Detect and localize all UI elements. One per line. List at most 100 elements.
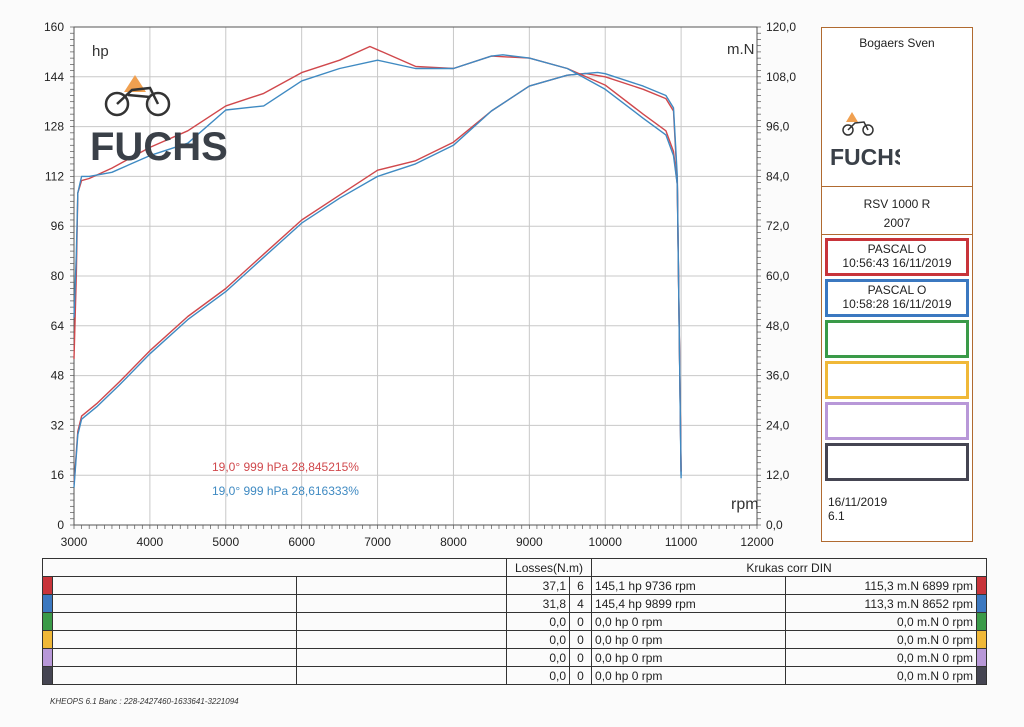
table-row: 0,0 0 0,0 hp 0 rpm 0,0 m.N 0 rpm <box>42 630 988 649</box>
x-tick-label: 3000 <box>61 535 88 549</box>
run-entry: PASCAL O 10:56:43 16/11/2019 <box>825 238 969 276</box>
power-peak: 0,0 hp 0 rpm <box>591 612 787 631</box>
logo-triangle <box>124 75 146 92</box>
row-color-swatch <box>42 612 53 631</box>
row-color-swatch <box>42 594 53 613</box>
run-time: 10:56:43 16/11/2019 <box>842 256 952 270</box>
y-left-tick-label: 64 <box>51 319 65 333</box>
loss-count: 6 <box>569 576 593 595</box>
x-tick-label: 11000 <box>665 535 698 549</box>
y-left-tick-label: 16 <box>51 468 65 482</box>
power-peak: 145,1 hp 9736 rpm <box>591 576 787 595</box>
row-blank-2 <box>295 576 508 595</box>
run-name: PASCAL O <box>867 283 927 297</box>
results-table: Losses(N.m) Krukas corr DIN 37,1 6 145,1 h… <box>41 558 988 685</box>
row-blank-2 <box>295 594 508 613</box>
y-right-tick-label: 36,0 <box>766 369 790 383</box>
losses-header: Losses(N.m) <box>506 558 593 577</box>
torque-peak: 113,3 m.N 8652 rpm <box>785 594 978 613</box>
loss-value: 37,1 <box>506 576 571 595</box>
bike-model: RSV 1000 R <box>863 197 931 211</box>
y-right-tick-label: 48,0 <box>766 319 790 333</box>
row-color-swatch <box>976 612 988 631</box>
y-left-tick-label: 0 <box>57 518 64 532</box>
y-right-tick-label: 0,0 <box>766 518 783 532</box>
power-peak: 0,0 hp 0 rpm <box>591 666 787 685</box>
row-blank-1 <box>52 612 297 631</box>
x-tick-label: 10000 <box>589 535 623 549</box>
axis-ticks: 3000 4000 5000 6000 7000 8000 9000 10000 11000 12… <box>44 20 796 549</box>
din-header: Krukas corr DIN <box>591 558 988 577</box>
power-curve-run-2 <box>73 71 682 488</box>
footer-text: KHEOPS 6.1 Banc : 228-2427460-1633641-32… <box>50 697 239 706</box>
torque-curve-run-1 <box>73 45 682 472</box>
owner-section: Bogaers Sven FUCHS <box>822 28 972 187</box>
y-left-tick-label: 48 <box>51 369 65 383</box>
y-left-tick-label: 96 <box>51 219 65 233</box>
date-section: 16/11/2019 6.1 <box>822 481 972 541</box>
torque-peak: 115,3 m.N 6899 rpm <box>785 576 978 595</box>
table-body: 37,1 6 145,1 hp 9736 rpm 115,3 m.N 6899 rpm… <box>42 576 988 685</box>
row-color-swatch <box>42 630 53 649</box>
y-right-tick-label: 12,0 <box>766 468 790 482</box>
loss-count: 4 <box>569 594 593 613</box>
logo-small-text: FUCHS <box>830 144 900 170</box>
run-entry <box>825 320 969 358</box>
logo-text: FUCHS <box>90 125 228 169</box>
table-row: 31,8 4 145,4 hp 9899 rpm 113,3 m.N 8652 rpm <box>42 594 988 613</box>
table-row: 0,0 0 0,0 hp 0 rpm 0,0 m.N 0 rpm <box>42 648 988 667</box>
y-left-tick-label: 32 <box>51 418 65 432</box>
x-tick-label: 4000 <box>137 535 164 549</box>
loss-count: 0 <box>569 666 593 685</box>
torque-peak: 0,0 m.N 0 rpm <box>785 666 978 685</box>
y-left-tick-label: 80 <box>51 269 65 283</box>
run-entry <box>825 443 969 481</box>
y-right-tick-label: 84,0 <box>766 169 790 183</box>
annotation-run-2: 19,0° 999 hPa 28,616333% <box>212 484 359 498</box>
y-right-tick-label: 96,0 <box>766 120 790 134</box>
x-tick-label: 5000 <box>212 535 239 549</box>
power-curve-run-1 <box>73 72 682 485</box>
x-tick-label: 6000 <box>288 535 315 549</box>
row-color-swatch <box>976 648 988 667</box>
x-tick-label: 7000 <box>364 535 391 549</box>
torque-peak: 0,0 m.N 0 rpm <box>785 648 978 667</box>
row-color-swatch <box>976 630 988 649</box>
table-header-row: Losses(N.m) Krukas corr DIN <box>41 558 988 577</box>
row-blank-2 <box>295 630 508 649</box>
loss-count: 0 <box>569 612 593 631</box>
y-left-tick-label: 112 <box>45 169 64 183</box>
loss-count: 0 <box>569 648 593 667</box>
loss-count: 0 <box>569 630 593 649</box>
row-color-swatch <box>42 576 53 595</box>
logo-small-triangle <box>846 112 858 122</box>
row-blank-1 <box>52 576 297 595</box>
run-entry <box>825 361 969 399</box>
fuchs-logo: FUCHS <box>90 75 228 169</box>
x-axis-label: rpm <box>731 496 759 513</box>
loss-value: 31,8 <box>506 594 571 613</box>
software-version: 6.1 <box>828 509 845 523</box>
table-row: 0,0 0 0,0 hp 0 rpm 0,0 m.N 0 rpm <box>42 612 988 631</box>
y-right-tick-label: 60,0 <box>766 269 790 283</box>
header-blank <box>41 558 508 577</box>
torque-curve-run-2 <box>73 54 682 476</box>
y-left-axis-label: hp <box>92 43 109 60</box>
row-color-swatch <box>976 594 988 613</box>
y-left-tick-label: 144 <box>44 70 64 84</box>
power-peak: 0,0 hp 0 rpm <box>591 630 787 649</box>
row-color-swatch <box>42 666 53 685</box>
dyno-chart: 3000 4000 5000 6000 7000 8000 9000 10000 11000 12… <box>44 20 796 549</box>
table-row: 0,0 0 0,0 hp 0 rpm 0,0 m.N 0 rpm <box>42 666 988 685</box>
info-panel: Bogaers Sven FUCHS RSV 1000 R 2007 PASCA… <box>821 27 973 542</box>
y-right-tick-label: 108,0 <box>766 70 796 84</box>
test-date: 16/11/2019 <box>828 495 888 509</box>
power-peak: 0,0 hp 0 rpm <box>591 648 787 667</box>
y-right-tick-label: 24,0 <box>766 418 790 432</box>
run-time: 10:58:28 16/11/2019 <box>842 297 952 311</box>
x-tick-label: 8000 <box>440 535 467 549</box>
row-blank-1 <box>52 594 297 613</box>
annotation-run-1: 19,0° 999 hPa 28,845215% <box>212 460 359 474</box>
run-entry <box>825 402 969 440</box>
y-right-tick-label: 120,0 <box>766 20 796 34</box>
